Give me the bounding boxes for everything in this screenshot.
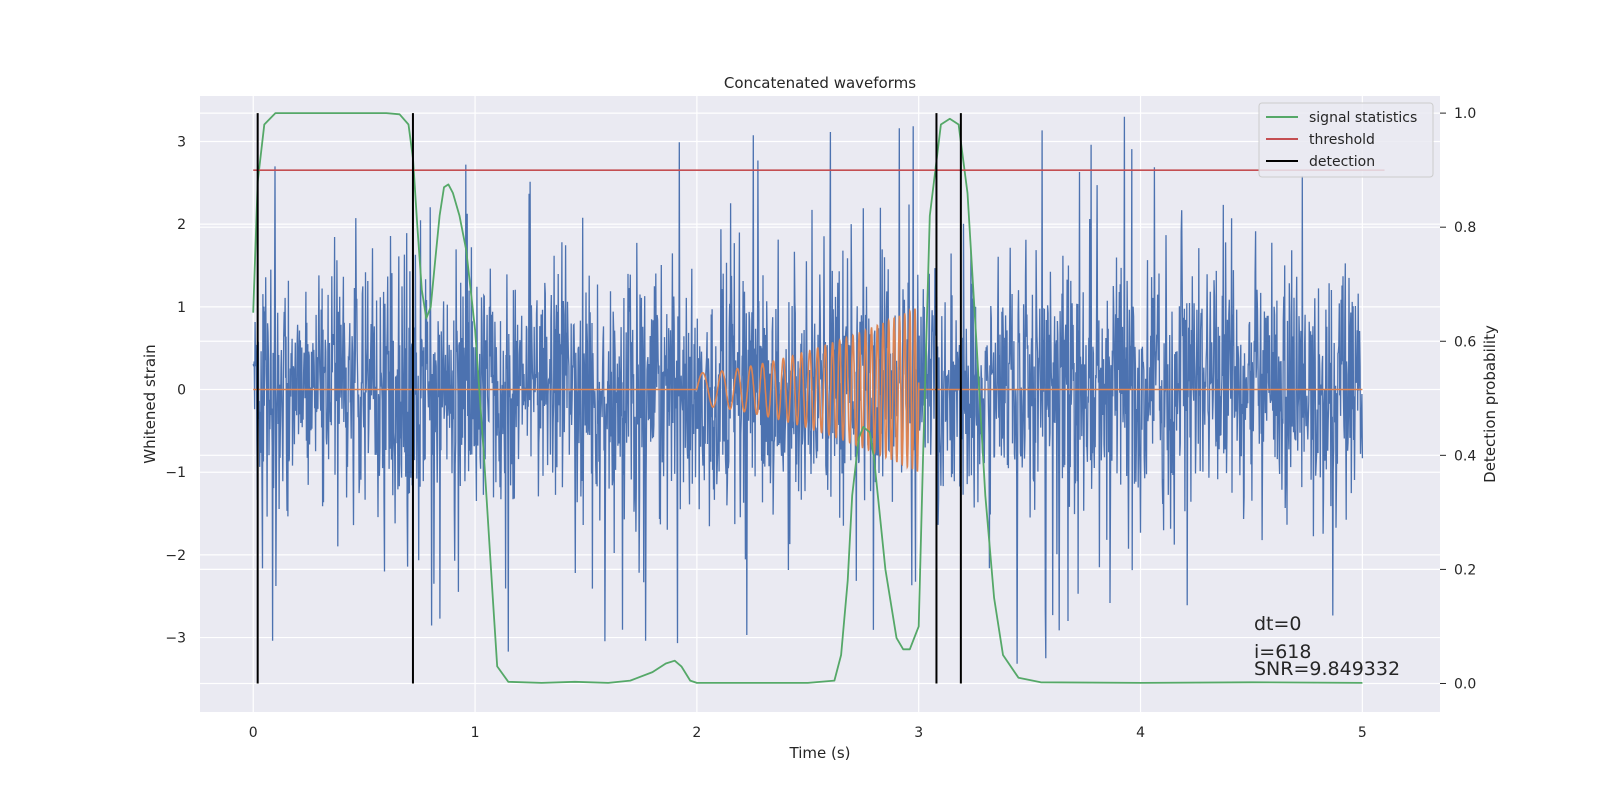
x-tick-label: 5 bbox=[1358, 725, 1367, 741]
y-tick-label: 3 bbox=[177, 134, 186, 150]
y-right-tick-label: 1.0 bbox=[1454, 106, 1476, 122]
y-tick-label: 1 bbox=[177, 300, 186, 316]
signal-statistics-series bbox=[252, 112, 1363, 684]
legend-label-detection: detection bbox=[1309, 154, 1375, 170]
injection-line bbox=[253, 308, 1363, 472]
y-tick-label: −2 bbox=[165, 548, 186, 564]
detection-series bbox=[256, 113, 962, 684]
y-tick-label: −1 bbox=[165, 465, 186, 481]
annotation-dt: dt=0 bbox=[1254, 613, 1302, 635]
y-axis-label: Whitened strain bbox=[141, 344, 159, 463]
injection-series bbox=[253, 308, 1363, 472]
y-right-tick-label: 0.8 bbox=[1454, 220, 1476, 236]
x-tick-label: 3 bbox=[914, 725, 923, 741]
y-axis-right-label: Detection probability bbox=[1481, 325, 1499, 483]
chart-title: Concatenated waveforms bbox=[724, 74, 916, 92]
x-tick-label: 4 bbox=[1136, 725, 1145, 741]
y-right-tick-label: 0.4 bbox=[1454, 448, 1476, 464]
y-right-tick-label: 0.2 bbox=[1454, 562, 1476, 578]
y-right-tick-label: 0.6 bbox=[1454, 334, 1476, 350]
y-tick-label: −3 bbox=[165, 631, 186, 647]
legend: signal statistics threshold detection bbox=[1258, 102, 1434, 178]
x-tick-label: 1 bbox=[471, 725, 480, 741]
y-tick-label: 2 bbox=[177, 217, 186, 233]
x-axis-label: Time (s) bbox=[789, 744, 851, 762]
legend-label-threshold: threshold bbox=[1309, 132, 1375, 148]
y-tick-label: 0 bbox=[177, 383, 186, 399]
annotation-snr: SNR=9.849332 bbox=[1254, 658, 1400, 680]
x-tick-label: 2 bbox=[692, 725, 701, 741]
legend-box bbox=[1258, 102, 1434, 178]
ticks: 0 1 2 3 4 5 −3 −2 −1 0 1 2 3 0.0 0.2 0.4 0.6 0.8 1.0 bbox=[165, 106, 1476, 741]
legend-label-signal-statistics: signal statistics bbox=[1309, 110, 1417, 126]
signal-statistics-line bbox=[252, 112, 1363, 684]
x-tick-label: 0 bbox=[249, 725, 258, 741]
annotation-index: i=618 bbox=[1254, 641, 1311, 663]
y-right-tick-label: 0.0 bbox=[1454, 676, 1476, 692]
